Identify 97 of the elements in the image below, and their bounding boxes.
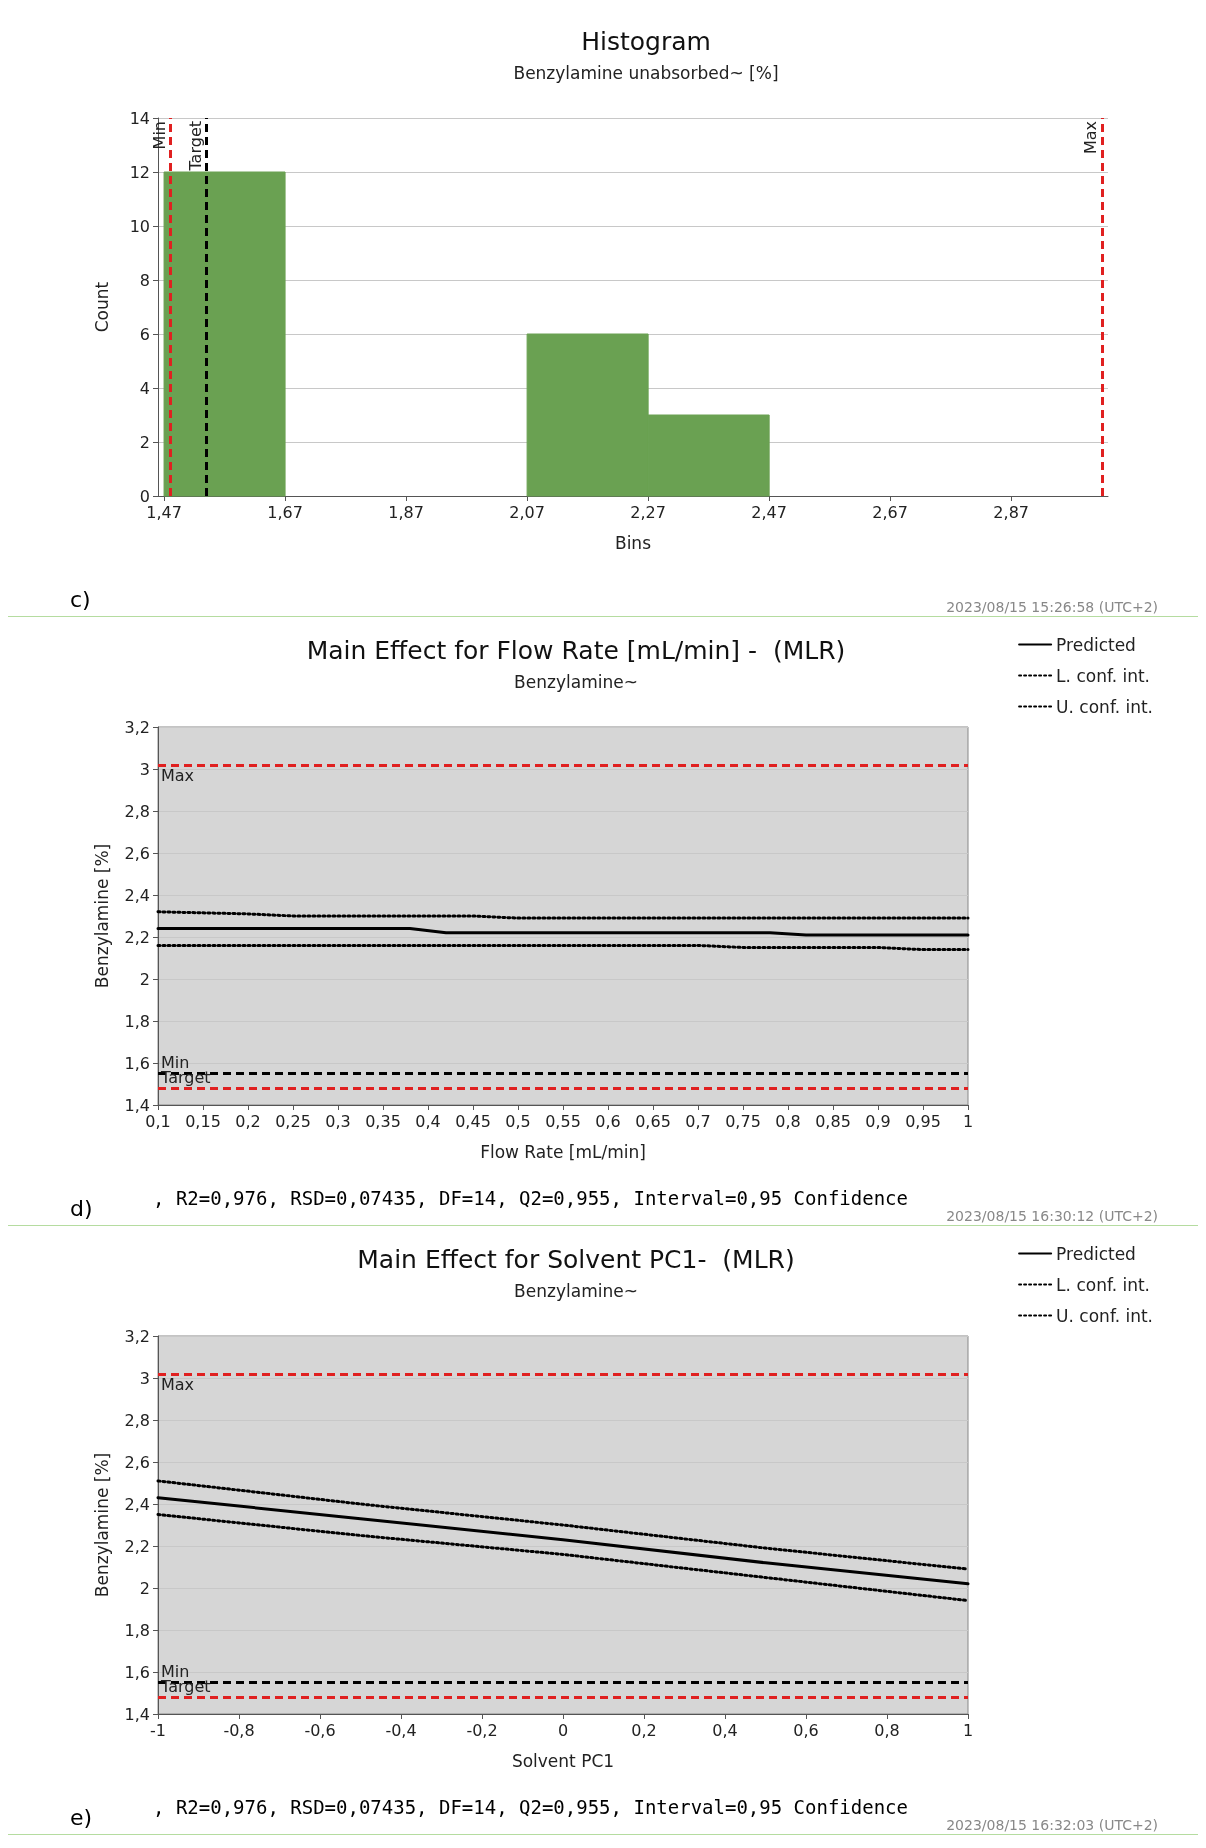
x-tick-label: 1,87 [388,502,424,522]
x-tick-label: 0,4 [415,1111,441,1131]
x-tick-label: 0,4 [712,1720,738,1740]
x-axis-title: Flow Rate [mL/min] [480,1141,646,1162]
text: 2023/08/15 16:30:12 (UTC+2) [946,1208,1159,1224]
line-series [156,910,970,920]
y-axis-title: Benzylamine [%] [91,1452,112,1598]
text: d) [70,1195,93,1221]
y-tick-label: 2,4 [124,885,150,905]
y-tick-label: 2,6 [124,1452,150,1472]
text: 2023/08/15 16:32:03 (UTC+2) [946,1817,1159,1833]
y-tick-label: 2,8 [124,801,150,821]
x-tick-label: 2,47 [751,502,787,522]
legend-label: Predicted [1056,634,1136,655]
x-tick-label: 0,6 [595,1111,621,1131]
legend-label: U. conf. int. [1056,1305,1154,1326]
x-tick-label: 0,5 [505,1111,531,1131]
text: e) [70,1804,93,1830]
ref-line-label: Max [161,766,195,786]
x-tick-label: -1 [150,1720,166,1740]
y-tick-label: 2,8 [124,1410,150,1430]
x-tick-label: 0,6 [793,1720,819,1740]
x-tick-label: 0,15 [185,1111,221,1131]
x-axis-title: Solvent PC1 [511,1750,615,1771]
y-tick-label: 14 [129,108,150,128]
chart-title: Main Effect for Flow Rate [mL/min] - (MLR) [306,636,846,665]
line-series [156,1513,970,1603]
y-tick-label: 2,2 [124,1536,150,1556]
x-tick-label: 0,9 [865,1111,891,1131]
text: , R2=0,976, RSD=0,07435, DF=14, Q2=0,955, Interval=0,95 Confidence [153,1795,908,1818]
y-tick-label: 2 [139,969,150,989]
x-tick-label: 1 [962,1111,974,1131]
x-tick-label: 0,85 [815,1111,851,1131]
y-tick-label: 1,6 [124,1053,150,1073]
ref-line-label: Target [185,121,205,172]
y-tick-label: 8 [139,270,150,290]
x-tick-label: 0,7 [685,1111,711,1131]
chart-subtitle: Benzylamine~ [514,1280,638,1301]
text: c) [70,586,91,612]
x-tick-label: 0,8 [874,1720,900,1740]
y-axis-title: Count [91,281,112,333]
x-tick-label: 0,25 [275,1111,311,1131]
x-tick-label: 0,45 [455,1111,491,1131]
x-tick-label: 1,67 [267,502,303,522]
x-tick-label: 0 [557,1720,569,1740]
line-series [156,1496,970,1586]
x-tick-label: 2,87 [993,502,1029,522]
chart-subtitle: Benzylamine~ [514,671,638,692]
y-tick-label: 2,6 [124,843,150,863]
chart-subtitle: Benzylamine unabsorbed~ [%] [513,62,779,83]
legend-label: L. conf. int. [1056,665,1151,686]
y-tick-label: 2,4 [124,1494,150,1514]
x-tick-label: 0,95 [905,1111,941,1131]
x-tick-label: 0,35 [365,1111,401,1131]
ref-line-label: Min [149,121,169,150]
x-tick-label: 0,75 [725,1111,761,1131]
x-tick-label: 2,07 [509,502,545,522]
x-tick-label: 0,55 [545,1111,581,1131]
y-axis-title: Benzylamine [%] [91,843,112,989]
x-tick-label: 0,3 [325,1111,351,1131]
x-tick-label: -0,2 [466,1720,498,1740]
x-tick-label: 0,2 [631,1720,657,1740]
x-tick-label: 0,8 [775,1111,801,1131]
x-tick-label: 0,65 [635,1111,671,1131]
x-tick-label: -0,6 [304,1720,336,1740]
y-tick-label: 3 [139,1368,150,1388]
chart-title: Histogram [581,27,711,56]
y-tick-label: 2,2 [124,927,150,947]
x-tick-label: 1 [962,1720,974,1740]
legend-label: L. conf. int. [1056,1274,1151,1295]
legend-label: Predicted [1056,1243,1136,1264]
x-tick-label: -0,4 [385,1720,417,1740]
line-series [156,1479,970,1571]
legend-label: U. conf. int. [1056,696,1154,717]
text: 2023/08/15 15:26:58 (UTC+2) [946,599,1159,615]
y-tick-label: 2 [139,1578,150,1598]
y-tick-label: 6 [139,324,150,344]
y-tick-label: 3,2 [124,1326,150,1346]
ref-line-label: Max [161,1375,195,1395]
x-tick-label: 2,27 [630,502,666,522]
y-tick-label: 10 [129,216,150,236]
y-tick-label: 3 [139,759,150,779]
chart-title: Main Effect for Solvent PC1- (MLR) [357,1245,795,1274]
x-tick-label: 2,67 [872,502,908,522]
x-tick-label: 0,2 [235,1111,261,1131]
x-tick-label: -0,8 [223,1720,255,1740]
y-tick-label: 1,4 [124,1704,150,1724]
y-tick-label: 12 [129,162,150,182]
y-tick-label: 4 [139,378,150,398]
x-axis-title: Bins [614,532,652,553]
y-tick-label: 2 [139,432,150,452]
y-tick-label: 3,2 [124,717,150,737]
y-tick-label: 1,6 [124,1662,150,1682]
text: , R2=0,976, RSD=0,07435, DF=14, Q2=0,955, Interval=0,95 Confidence [153,1186,908,1209]
y-tick-label: 1,8 [124,1011,150,1031]
ref-line-label: Max [1081,121,1101,155]
y-tick-label: 1,8 [124,1620,150,1640]
